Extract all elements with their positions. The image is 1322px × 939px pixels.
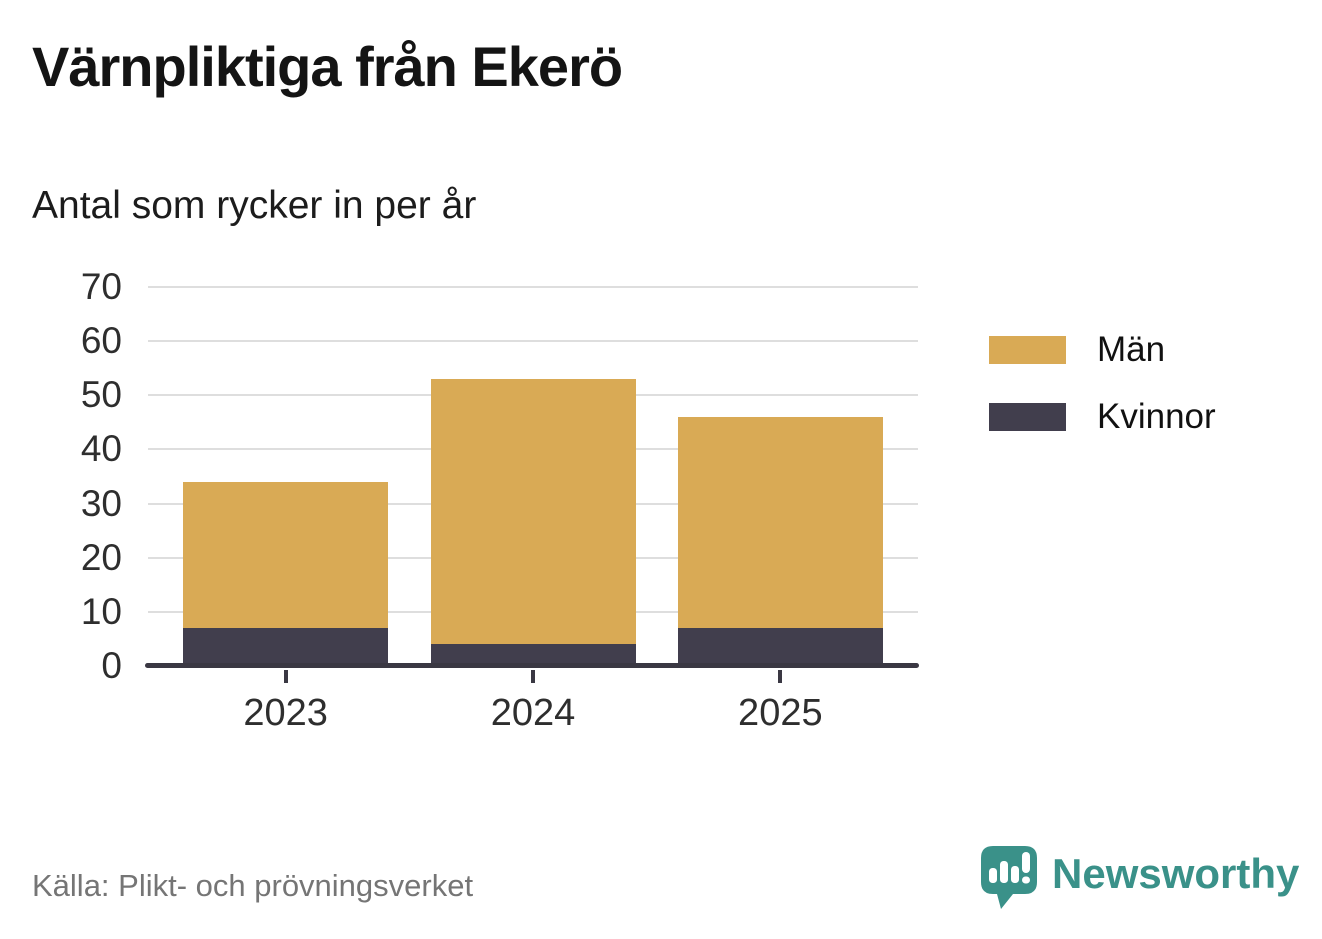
- legend-swatch: [989, 403, 1066, 431]
- legend-label: Män: [1097, 330, 1166, 369]
- legend: Män Kvinnor: [989, 330, 1216, 464]
- y-tick-label: 30: [80, 482, 122, 524]
- x-tick-label: 2025: [738, 692, 823, 734]
- bar-segment: [183, 481, 389, 629]
- legend-item: Män: [989, 330, 1216, 370]
- y-tick-label: 40: [80, 428, 122, 470]
- bar-segment: [677, 416, 883, 629]
- chart-subtitle: Antal som rycker in per år: [32, 184, 477, 227]
- y-tick-label: 70: [80, 266, 122, 307]
- gridline: [148, 340, 918, 343]
- bar-segment: [430, 379, 636, 645]
- plot-area: [148, 286, 918, 666]
- legend-swatch: [989, 336, 1066, 364]
- bar-segment: [183, 628, 389, 666]
- x-axis: 2023 2024 2025: [148, 668, 918, 748]
- source-caption: Källa: Plikt- och prövningsverket: [32, 868, 474, 903]
- gridline: [148, 286, 918, 288]
- chart-title: Värnpliktiga från Ekerö: [32, 35, 623, 98]
- y-axis: 0 10 20 30 40 50 60 70: [0, 266, 122, 686]
- x-tick-mark: [778, 670, 783, 683]
- y-tick-label: 20: [80, 536, 122, 578]
- x-axis-line: [145, 663, 919, 668]
- y-tick-label: 10: [80, 590, 122, 632]
- legend-item: Kvinnor: [989, 397, 1216, 437]
- bar-segment: [677, 628, 883, 666]
- x-tick-label: 2023: [243, 692, 328, 734]
- newsworthy-logo-text: Newsworthy: [1052, 850, 1300, 897]
- newsworthy-speech-bubble-bar-chart-icon: [981, 846, 1037, 909]
- x-tick-mark: [283, 670, 288, 683]
- bar-segment: [430, 644, 636, 666]
- y-tick-label: 0: [101, 645, 122, 686]
- newsworthy-logo: Newsworthy: [980, 845, 1299, 911]
- x-tick-mark: [531, 670, 535, 683]
- x-tick-label: 2024: [490, 692, 576, 734]
- y-tick-label: 50: [80, 374, 122, 416]
- legend-label: Kvinnor: [1097, 397, 1216, 436]
- y-tick-label: 60: [80, 320, 122, 362]
